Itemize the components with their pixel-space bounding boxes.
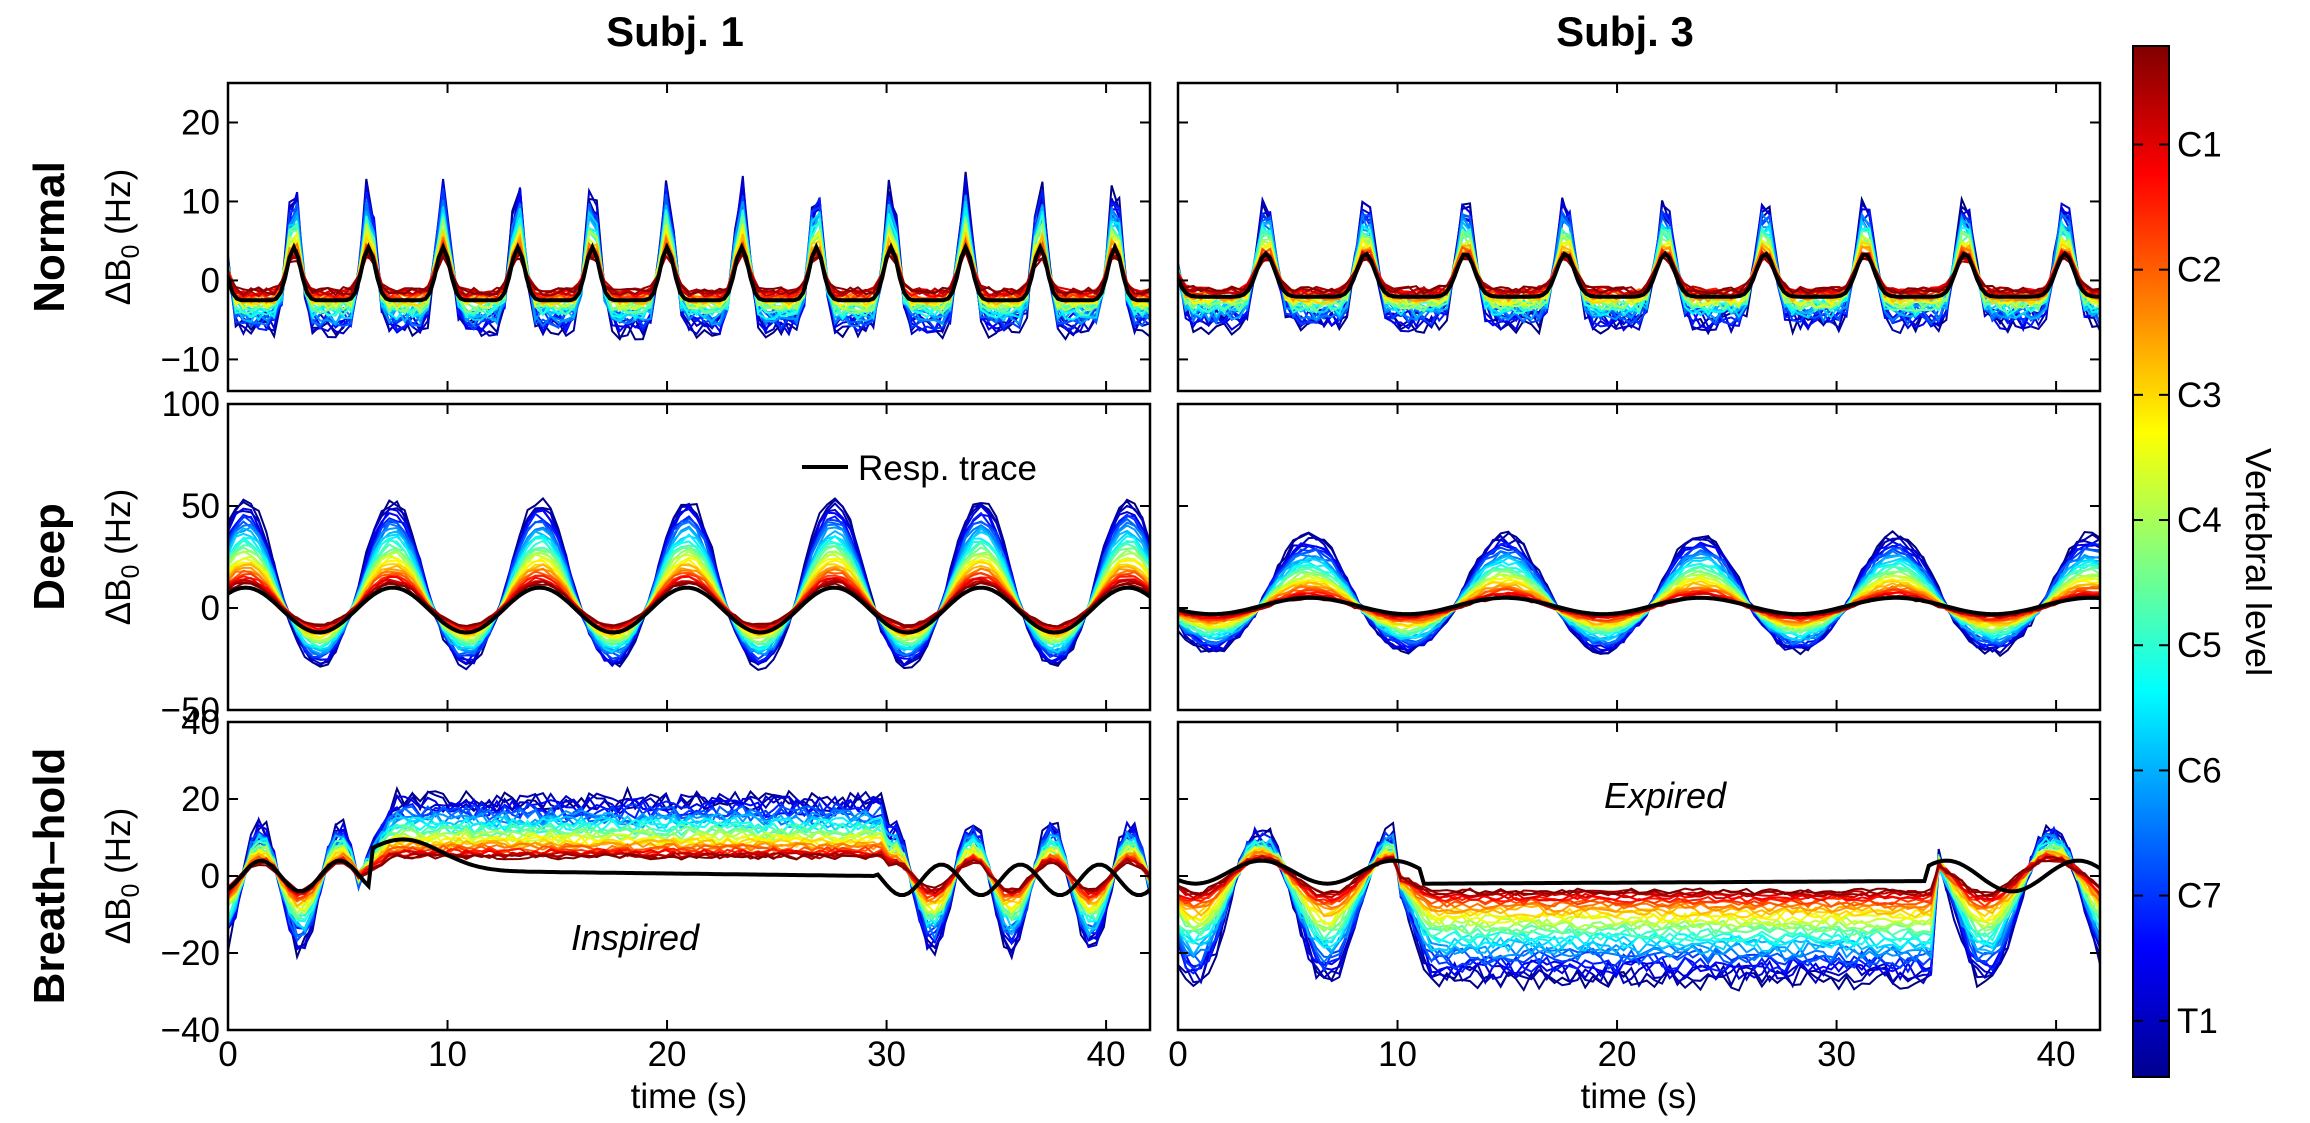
panel-frame: [1176, 81, 2102, 393]
panel-background: [228, 83, 1150, 391]
panel-background: [1178, 83, 2100, 391]
series-line: [228, 514, 1150, 661]
series-line: [228, 571, 1150, 633]
resp-trace-line: [228, 242, 1150, 303]
series-line: [228, 524, 1150, 656]
legend-label: Resp. trace: [858, 449, 1037, 488]
colorbar-tick-label: C6: [2177, 751, 2222, 790]
series-line: [228, 569, 1150, 634]
panels: −10 0 10 20 −50 0 50 100 −40 −20 0 20 40 0 10 20 30 40 0 10…: [161, 81, 2102, 1074]
y-tick-label: 20: [181, 780, 220, 819]
panel-series: [1178, 195, 2100, 336]
x-tick-label: 0: [218, 1035, 237, 1074]
resp-trace-line: [1178, 858, 2100, 894]
x-label-subj1: time (s): [631, 1077, 748, 1116]
series-line: [228, 548, 1150, 644]
svg-text:ΔB0 (Hz): ΔB0 (Hz): [99, 489, 145, 625]
x-tick-label: 20: [1598, 1035, 1637, 1074]
panel-1-2: [1176, 81, 2102, 393]
y-label-normal: ΔB0 (Hz): [99, 169, 145, 305]
resp-trace-line: [1178, 250, 2100, 299]
column-title-subj1: Subj. 1: [606, 8, 744, 55]
colorbar-tick-label: C7: [2177, 877, 2222, 916]
colorbar-tick-label: C3: [2177, 376, 2222, 415]
x-label-subj3: time (s): [1581, 1077, 1698, 1116]
panel-series: [1178, 821, 2100, 992]
series-line: [228, 563, 1150, 637]
x-tick-label: 0: [1168, 1035, 1187, 1074]
colorbar-tick-label: C1: [2177, 125, 2222, 164]
x-tick-label: 30: [867, 1035, 906, 1074]
panel-frame: [1176, 402, 2102, 712]
series-line: [1178, 843, 2100, 936]
y-tick-label: 40: [181, 703, 220, 742]
y-tick-label: 50: [181, 487, 220, 526]
annotation-expired: Expired: [1604, 775, 1727, 816]
series-line: [228, 553, 1150, 642]
x-tick-label: 30: [1817, 1035, 1856, 1074]
colorbar-tick-label: C2: [2177, 251, 2222, 290]
panel-3-2: 0 10 20 30 40: [1168, 720, 2102, 1074]
x-tick-label: 10: [1378, 1035, 1417, 1074]
panel-2-2: [1176, 402, 2102, 712]
panel-series: [228, 497, 1150, 671]
row-label-breath-hold: Breath–hold: [25, 748, 74, 1005]
y-tick-label: −10: [161, 340, 220, 379]
resp-trace-line: [228, 585, 1150, 635]
y-tick-label: −40: [161, 1011, 220, 1050]
column-title-subj3: Subj. 3: [1556, 8, 1694, 55]
panel-frame: [226, 402, 1152, 712]
row-label-normal: Normal: [25, 161, 74, 313]
colorbar-tick-label: C4: [2177, 501, 2222, 540]
y-tick-label: −20: [161, 934, 220, 973]
x-tick-label: 40: [2037, 1035, 2076, 1074]
svg-text:ΔB0 (Hz): ΔB0 (Hz): [99, 169, 145, 305]
y-tick-label: 0: [201, 857, 220, 896]
series-line: [228, 852, 1150, 894]
series-line: [1178, 856, 2100, 897]
series-line: [228, 520, 1150, 657]
y-tick-label: 10: [181, 182, 220, 221]
x-tick-label: 20: [648, 1035, 687, 1074]
annotation-inspired: Inspired: [571, 917, 700, 958]
x-tick-label: 10: [428, 1035, 467, 1074]
series-line: [1178, 827, 2100, 986]
x-tick-label: 40: [1087, 1035, 1126, 1074]
series-line: [228, 581, 1150, 628]
series-line: [1178, 255, 2100, 295]
panel-1-1: −10 0 10 20: [161, 81, 1152, 393]
y-tick-label: 100: [162, 385, 220, 424]
series-line: [228, 176, 1150, 337]
panel-series: [228, 171, 1150, 341]
panel-series: [228, 785, 1150, 961]
colorbar-label: Vertebral level: [2238, 448, 2279, 676]
y-tick-label: −50: [161, 691, 220, 730]
resp-trace-line: [1178, 595, 2100, 617]
series-line: [228, 536, 1150, 651]
svg-text:ΔB0 (Hz): ΔB0 (Hz): [99, 808, 145, 944]
row-label-deep: Deep: [25, 503, 74, 611]
colorbar: C1 C2 C3 C4 C5 C6 C7 T1 Vertebral level: [2132, 45, 2279, 1078]
colorbar-tick-label: T1: [2177, 1002, 2218, 1041]
series-line: [228, 558, 1150, 639]
series-line: [228, 502, 1150, 668]
legend: Resp. trace: [802, 449, 1037, 488]
y-label-breath-hold: ΔB0 (Hz): [99, 808, 145, 944]
y-tick-label: 0: [201, 261, 220, 300]
colorbar-gradient: [2132, 45, 2170, 1078]
colorbar-tick-label: C5: [2177, 626, 2222, 665]
panel-series: [1178, 529, 2100, 658]
y-tick-label: 0: [201, 589, 220, 628]
panel-2-1: −50 0 50 100: [161, 385, 1152, 730]
panel-background: [228, 722, 1150, 1030]
panel-3-1: −40 −20 0 20 40 0 10 20 30 40: [161, 703, 1152, 1074]
panel-frame: [226, 81, 1152, 393]
y-label-deep: ΔB0 (Hz): [99, 489, 145, 625]
series-line: [1178, 852, 2100, 909]
resp-trace-line: [228, 837, 1150, 897]
y-tick-label: 20: [181, 103, 220, 142]
